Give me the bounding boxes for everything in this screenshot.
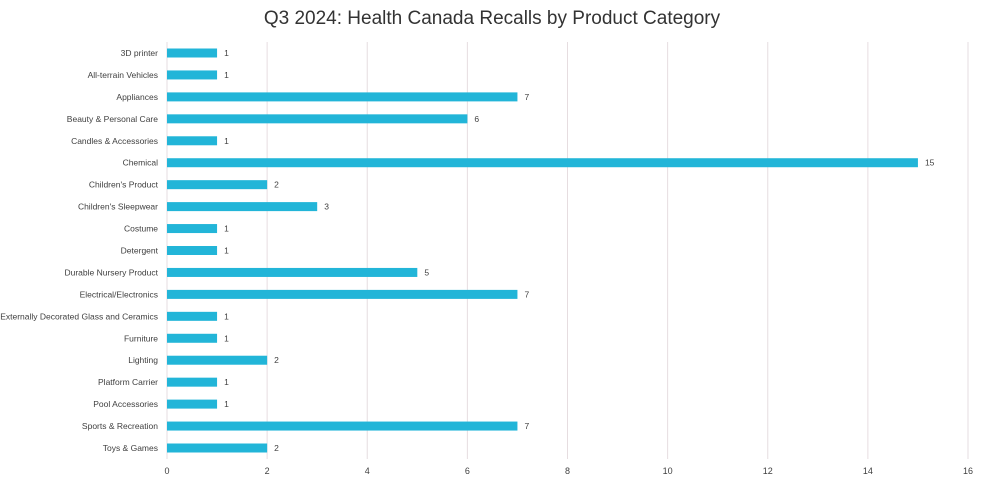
category-label: Beauty & Personal Care [67, 114, 158, 124]
category-label: All-terrain Vehicles [88, 70, 158, 80]
bar [167, 70, 218, 80]
category-label: Children's Product [89, 180, 159, 190]
bar [167, 136, 218, 146]
data-label: 1 [224, 333, 229, 343]
data-label: 2 [274, 180, 279, 190]
data-label: 15 [925, 158, 935, 168]
category-label: Durable Nursery Product [64, 267, 158, 277]
data-label: 2 [274, 443, 279, 453]
data-label: 1 [224, 311, 229, 321]
data-label: 1 [224, 70, 229, 80]
bar [167, 246, 218, 255]
category-label: Platform Carrier [98, 377, 158, 387]
data-label: 1 [224, 377, 229, 387]
category-label: Electrical/Electronics [80, 289, 158, 299]
data-label: 1 [224, 48, 229, 58]
bar [167, 355, 268, 365]
bar [167, 48, 218, 58]
data-label: 1 [224, 246, 229, 256]
category-label: Toys & Games [103, 443, 158, 453]
x-tick-label: 0 [164, 466, 169, 476]
category-label: Pool Accessories [93, 399, 158, 409]
category-label: 3D printer [121, 48, 158, 58]
bar [167, 92, 518, 102]
category-label: Appliances [116, 92, 158, 102]
bar [167, 158, 918, 168]
bar [167, 180, 268, 190]
data-label: 1 [224, 136, 229, 146]
category-label: Children's Sleepwear [78, 202, 158, 212]
x-tick-label: 14 [863, 466, 873, 476]
bar [167, 311, 218, 321]
category-label: Costume [124, 224, 158, 234]
category-label: Candles & Accessories [71, 136, 158, 146]
category-label: Lighting [128, 355, 158, 365]
category-label: Furniture [124, 333, 158, 343]
category-label: Externally Decorated Glass and Ceramics [0, 311, 158, 321]
data-label: 7 [524, 289, 529, 299]
x-tick-label: 4 [365, 466, 370, 476]
data-label: 7 [524, 92, 529, 102]
bar [167, 421, 518, 431]
bar [167, 377, 218, 387]
x-tick-label: 10 [663, 466, 673, 476]
x-tick-label: 8 [565, 466, 570, 476]
chart-title: Q3 2024: Health Canada Recalls by Produc… [263, 8, 721, 29]
bar [167, 114, 468, 124]
bar [167, 333, 218, 343]
data-label: 2 [274, 355, 279, 365]
data-label: 3 [324, 202, 329, 212]
data-label: 7 [524, 421, 529, 431]
category-label: Sports & Recreation [82, 421, 158, 431]
x-tick-label: 2 [265, 466, 270, 476]
data-label: 1 [224, 224, 229, 234]
bar [167, 202, 318, 212]
data-label: 5 [424, 267, 429, 277]
bar [167, 399, 218, 409]
x-tick-label: 16 [963, 466, 973, 476]
bar [167, 224, 218, 234]
bar [167, 289, 518, 299]
x-tick-label: 6 [465, 466, 470, 476]
x-tick-label: 12 [763, 466, 773, 476]
bar [167, 267, 418, 277]
category-label: Chemical [123, 158, 159, 168]
bar [167, 443, 268, 453]
data-label: 1 [224, 399, 229, 409]
category-label: Detergent [121, 246, 159, 256]
data-label: 6 [474, 114, 479, 124]
